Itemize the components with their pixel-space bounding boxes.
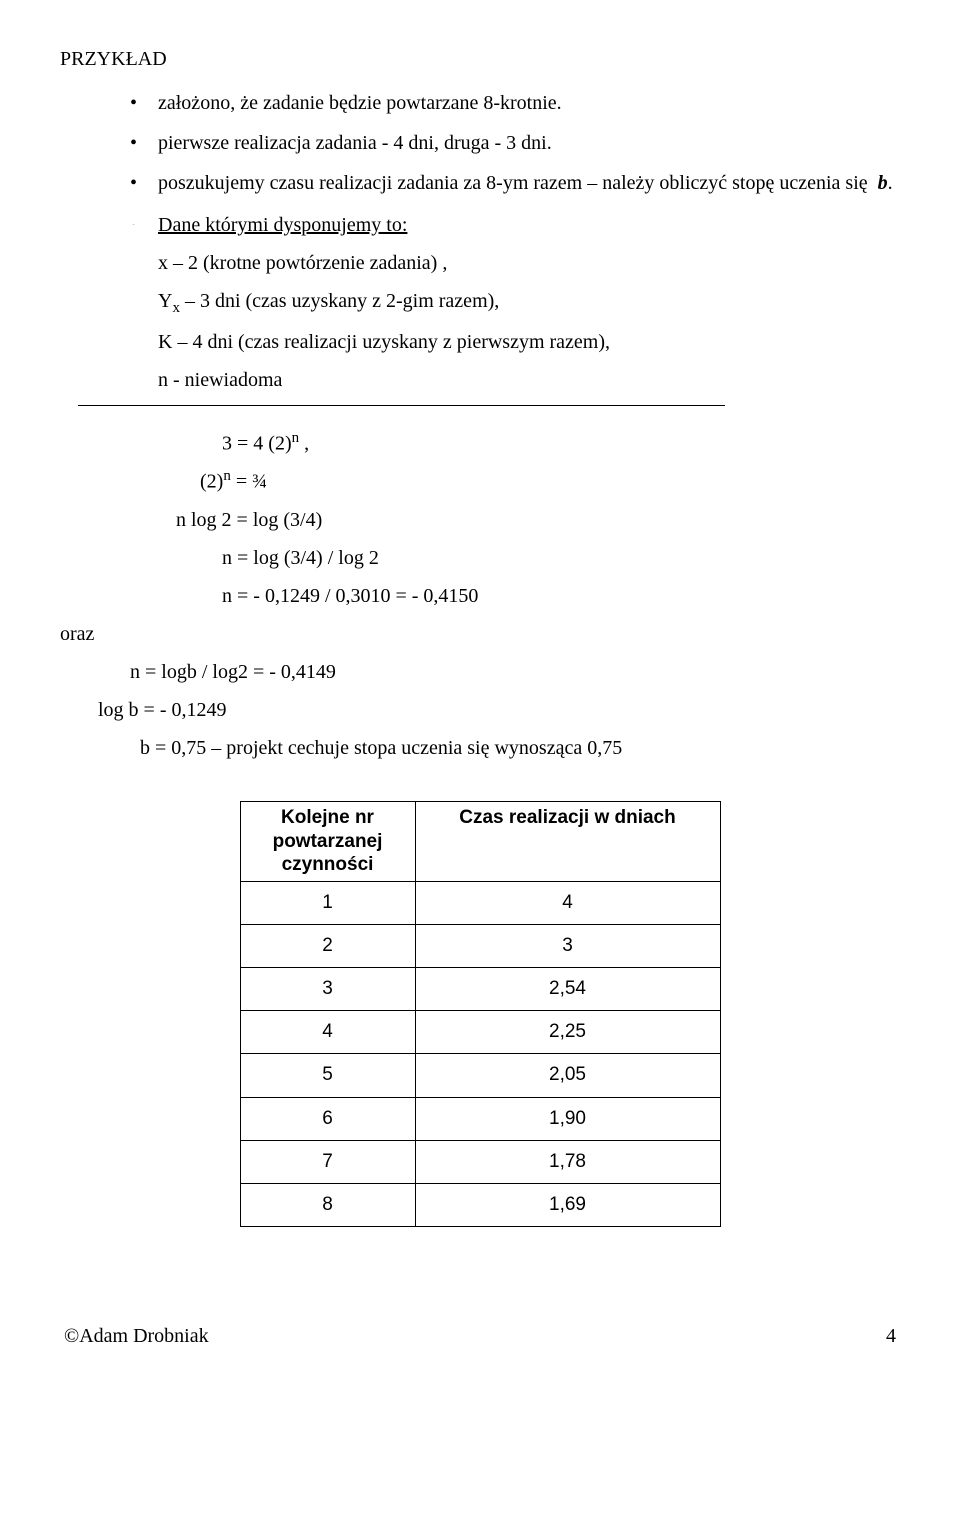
variable-b: b [878, 172, 888, 194]
table-row: 23 [240, 925, 720, 968]
table-header-right: Czas realizacji w dniach [415, 801, 720, 881]
bullet-item: poszukujemy czasu realizacji zadania za … [130, 164, 900, 202]
table-row: 14 [240, 882, 720, 925]
calc-line: n log 2 = log (3/4) [168, 501, 900, 539]
calc-line: 3 = 4 (2)n , [168, 424, 900, 463]
data-line-x: x – 2 (krotne powtórzenie zadania) , [158, 244, 900, 282]
data-heading: Dane którymi dysponujemy to: [158, 206, 900, 244]
results-table: Kolejne nr powtarzanej czynności Czas re… [240, 801, 721, 1227]
footer-page-number: 4 [886, 1317, 896, 1355]
oraz-label: oraz [60, 615, 900, 653]
table-row: 61,90 [240, 1097, 720, 1140]
bullet-list: założono, że zadanie będzie powtarzane 8… [60, 84, 900, 202]
data-line-yx: Yx – 3 dni (czas uzyskany z 2-gim razem)… [158, 282, 900, 323]
table-row: 81,69 [240, 1183, 720, 1226]
page-footer: ©Adam Drobniak 4 [60, 1317, 900, 1355]
data-line-k: K – 4 dni (czas realizacji uzyskany z pi… [158, 323, 900, 361]
table-row: 71,78 [240, 1140, 720, 1183]
data-line-n: n - niewiadoma [158, 361, 900, 399]
calc-line: n = log (3/4) / log 2 [168, 539, 900, 577]
table-row: 52,05 [240, 1054, 720, 1097]
table-row: 32,54 [240, 968, 720, 1011]
calc-line: n = logb / log2 = - 0,4149 [60, 653, 900, 691]
calc-line: n = - 0,1249 / 0,3010 = - 0,4150 [168, 577, 900, 615]
calculation-block: 3 = 4 (2)n , (2)n = ¾ n log 2 = log (3/4… [60, 424, 900, 615]
calc-line: log b = - 0,1249 [60, 691, 900, 729]
example-heading: PRZYKŁAD [60, 40, 900, 78]
calc-result: b = 0,75 – projekt cechuje stopa uczenia… [60, 729, 900, 767]
table-row: 42,25 [240, 1011, 720, 1054]
divider [78, 405, 725, 406]
bullet-text: poszukujemy czasu realizacji zadania za … [158, 172, 868, 194]
bullet-item: założono, że zadanie będzie powtarzane 8… [130, 84, 900, 122]
footer-author: ©Adam Drobniak [64, 1317, 209, 1355]
table-header-left: Kolejne nr powtarzanej czynności [240, 801, 415, 881]
calc-line: (2)n = ¾ [168, 462, 900, 501]
bullet-item: pierwsze realizacja zadania - 4 dni, dru… [130, 124, 900, 162]
period: . [888, 172, 893, 194]
